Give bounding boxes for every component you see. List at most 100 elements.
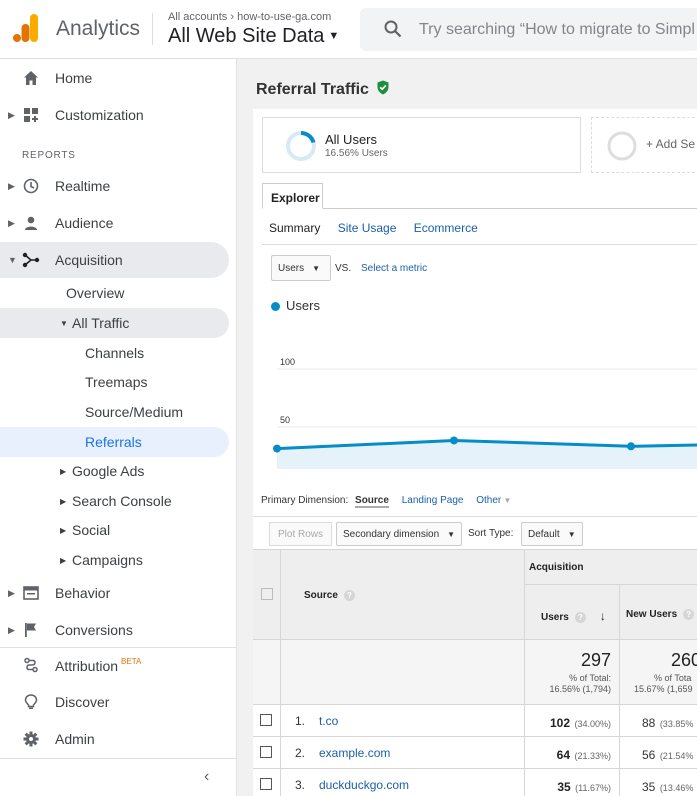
sidebar: Home ▶ Customization REPORTS ▶ Realtime …: [0, 59, 237, 796]
sidebar-item-realtime[interactable]: ▶ Realtime: [0, 168, 237, 204]
sidebar-item-label: Audience: [55, 215, 114, 231]
expand-arrow-icon: ▶: [8, 180, 15, 191]
col-header-users[interactable]: Users? ↓: [525, 585, 620, 640]
acquisition-icon: [22, 251, 40, 269]
dim-other[interactable]: Other ▼: [476, 495, 511, 506]
tab-underline: [262, 208, 697, 209]
sidebar-item-social[interactable]: ▶ Social: [0, 515, 237, 545]
sidebar-item-behavior[interactable]: ▶ Behavior: [0, 575, 237, 611]
clock-icon: [22, 177, 40, 195]
top-header: Analytics All accounts › how-to-use-ga.c…: [0, 0, 697, 59]
data-point: [450, 436, 458, 445]
sidebar-item-channels[interactable]: Channels: [0, 338, 237, 368]
help-icon[interactable]: ?: [343, 590, 355, 601]
col-header-new-users[interactable]: New Users?: [620, 585, 697, 640]
row-users-pct: (34.00%): [574, 719, 611, 729]
sort-type-label: Sort Type:: [468, 528, 514, 539]
sidebar-item-label: Realtime: [55, 178, 111, 194]
sidebar-item-customization[interactable]: ▶ Customization: [0, 97, 237, 133]
property-name: All Web Site Data: [168, 25, 325, 47]
row-source-link[interactable]: example.com: [319, 746, 391, 760]
dim-source[interactable]: Source: [355, 495, 389, 508]
expand-arrow-icon: ▶: [60, 555, 67, 565]
col-header-source[interactable]: Source?: [281, 549, 525, 640]
sidebar-item-google-ads[interactable]: ▶ Google Ads: [0, 456, 237, 486]
home-icon: [22, 69, 40, 87]
attribution-icon: [22, 656, 40, 674]
select-all-checkbox[interactable]: [261, 588, 273, 600]
sidebar-item-source-medium[interactable]: Source/Medium: [0, 397, 237, 427]
row-new-users: 56 (21.54%: [642, 746, 693, 764]
row-users-cell: 35 (11.67%): [525, 769, 620, 796]
select-metric-link[interactable]: Select a metric: [361, 263, 428, 274]
row-source-link[interactable]: t.co: [319, 714, 339, 728]
expand-arrow-icon: ▶: [8, 624, 15, 635]
segment-subtitle: 16.56% Users: [325, 148, 388, 159]
search-box[interactable]: Try searching “How to migrate to Simpl: [360, 8, 697, 51]
dim-landing-page[interactable]: Landing Page: [401, 495, 464, 506]
collapse-sidebar-icon[interactable]: ‹: [204, 768, 210, 785]
secondary-dimension-select[interactable]: Secondary dimension ▼: [336, 522, 463, 546]
sidebar-item-home[interactable]: Home: [0, 60, 237, 96]
sidebar-item-label: Treemaps: [85, 374, 148, 390]
breadcrumb[interactable]: All accounts › how-to-use-ga.com: [168, 11, 332, 23]
sidebar-item-overview[interactable]: Overview: [0, 276, 237, 310]
sort-desc-arrow-icon: ↓: [599, 609, 606, 623]
row-source-link[interactable]: duckduckgo.com: [319, 778, 410, 792]
help-icon[interactable]: ?: [574, 611, 586, 623]
property-selector[interactable]: All Web Site Data ▼: [168, 25, 339, 48]
sidebar-item-attribution[interactable]: Attribution BETA: [0, 647, 237, 683]
sidebar-item-label: Admin: [55, 731, 95, 747]
chevron-down-icon: ▼: [447, 529, 456, 539]
sidebar-item-label: Source/Medium: [85, 404, 184, 420]
sidebar-item-label: Customization: [55, 107, 144, 123]
sidebar-item-audience[interactable]: ▶ Audience: [0, 205, 237, 241]
data-point: [627, 442, 635, 451]
vs-label: VS.: [335, 263, 352, 274]
row-check-cell: [253, 769, 281, 796]
row-checkbox[interactable]: [260, 714, 272, 726]
sidebar-item-conversions[interactable]: ▶ Conversions: [0, 612, 237, 648]
lightbulb-icon: [22, 693, 40, 711]
help-icon[interactable]: ?: [683, 609, 695, 620]
analytics-logo-icon[interactable]: [13, 14, 39, 42]
add-segment-button[interactable]: + Add Se: [591, 117, 697, 173]
table-row: 1. t.co: [281, 705, 525, 737]
row-checkbox[interactable]: [260, 746, 272, 758]
primary-dimension-row: Primary Dimension: Source Landing Page O…: [261, 495, 511, 508]
legend-swatch: [271, 302, 280, 311]
row-check-cell: [253, 737, 281, 769]
subtab-site-usage[interactable]: Site Usage: [337, 221, 397, 235]
sidebar-item-acquisition[interactable]: ▼ Acquisition: [0, 242, 229, 278]
sidebar-item-referrals[interactable]: Referrals: [0, 427, 229, 457]
metric-select[interactable]: Users ▼: [271, 255, 331, 281]
primary-dimension-label: Primary Dimension:: [261, 495, 349, 506]
col-source-text: Source: [304, 590, 338, 602]
tab-explorer[interactable]: Explorer: [262, 183, 323, 209]
segment-all-users[interactable]: All Users 16.56% Users: [262, 117, 581, 173]
subtab-ecommerce[interactable]: Ecommerce: [413, 221, 478, 235]
plot-rows-button[interactable]: Plot Rows: [269, 522, 333, 546]
collapse-arrow-icon: ▼: [60, 318, 68, 328]
expand-arrow-icon: ▶: [8, 587, 15, 598]
row-new-users: 88 (33.85%: [642, 714, 693, 732]
page-title: Referral Traffic: [256, 80, 390, 99]
add-segment-label: + Add Se: [646, 137, 696, 151]
legend-label: Users: [286, 298, 320, 313]
sidebar-item-search-console[interactable]: ▶ Search Console: [0, 486, 237, 516]
sidebar-item-admin[interactable]: Admin: [0, 721, 237, 757]
row-users-pct: (21.33%): [574, 751, 611, 761]
customization-icon: [22, 106, 40, 124]
sidebar-item-label: Search Console: [72, 493, 172, 509]
col-header-users-label: Users? ↓: [541, 609, 606, 623]
totals-users-value: 297: [580, 650, 611, 670]
sidebar-item-discover[interactable]: Discover: [0, 684, 237, 720]
sidebar-item-all-traffic[interactable]: ▼ All Traffic: [0, 308, 229, 338]
sidebar-item-campaigns[interactable]: ▶ Campaigns: [0, 545, 237, 575]
row-checkbox[interactable]: [260, 778, 272, 790]
subtab-summary[interactable]: Summary: [269, 221, 321, 235]
totals-new-users-value: 260: [671, 650, 697, 670]
sidebar-item-treemaps[interactable]: Treemaps: [0, 367, 237, 397]
sort-type-select[interactable]: Default ▼: [521, 522, 583, 546]
